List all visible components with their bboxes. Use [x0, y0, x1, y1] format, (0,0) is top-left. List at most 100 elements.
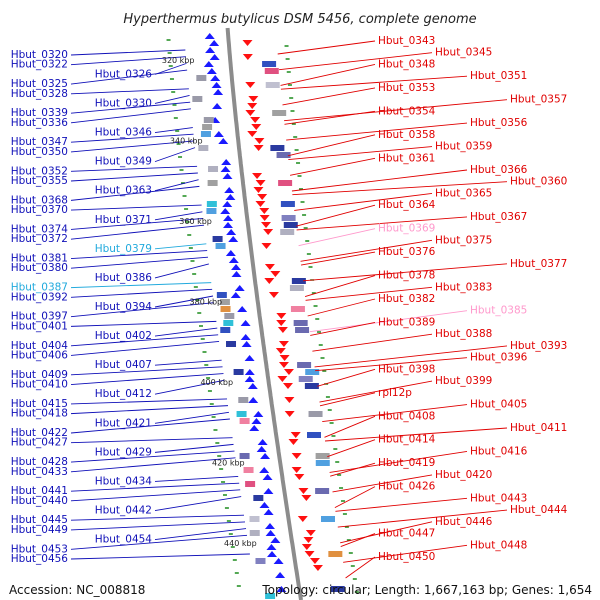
gene-label[interactable]: Hbut_0369	[378, 223, 435, 235]
gene-label[interactable]: Hbut_0354	[378, 105, 436, 117]
gene-label[interactable]: Hbut_0392	[11, 291, 68, 303]
gene-label[interactable]: Hbut_0355	[11, 175, 68, 187]
gene-label[interactable]: Hbut_0378	[378, 270, 435, 282]
gene-label[interactable]: Hbut_0422	[11, 427, 68, 439]
gene-label[interactable]: Hbut_0336	[11, 117, 69, 129]
gene-label[interactable]: Hbut_0387	[11, 282, 68, 294]
gene-label[interactable]: Hbut_0370	[11, 204, 68, 216]
gene-label[interactable]: Hbut_0419	[378, 457, 435, 469]
gene-label[interactable]: Hbut_0445	[11, 514, 68, 526]
gene-label[interactable]: Hbut_0339	[11, 107, 68, 119]
gene-label[interactable]: Hbut_0426	[378, 481, 436, 493]
gene-label[interactable]: Hbut_0380	[11, 262, 68, 274]
gene-labels[interactable]: Hbut_0320Hbut_0322Hbut_0326Hbut_0325Hbut…	[11, 35, 568, 565]
gene-label[interactable]: Hbut_0446	[435, 516, 493, 528]
gene-label[interactable]: rpl12p	[378, 387, 412, 399]
gene-label[interactable]: Hbut_0360	[510, 176, 567, 188]
gene-label[interactable]: Hbut_0367	[470, 211, 527, 223]
gene-label[interactable]: Hbut_0443	[470, 492, 527, 504]
gene-label[interactable]: Hbut_0428	[11, 456, 68, 468]
gene-label[interactable]: Hbut_0449	[11, 524, 68, 536]
gene-label[interactable]: Hbut_0363	[95, 185, 152, 197]
gene-label[interactable]: Hbut_0368	[11, 194, 68, 206]
gene-label[interactable]: Hbut_0365	[435, 187, 492, 199]
gene-label[interactable]: Hbut_0377	[510, 258, 567, 270]
gene-label[interactable]: Hbut_0346	[95, 127, 153, 139]
gene-label[interactable]: Hbut_0325	[11, 78, 68, 90]
gene-label[interactable]: Hbut_0379	[95, 243, 152, 255]
gene-label[interactable]: Hbut_0450	[378, 551, 435, 563]
gene-label[interactable]: Hbut_0364	[378, 199, 436, 211]
gene-label[interactable]: Hbut_0397	[11, 311, 68, 323]
gene-label[interactable]: Hbut_0328	[11, 88, 68, 100]
gene-label[interactable]: Hbut_0402	[95, 330, 152, 342]
gene-label[interactable]: Hbut_0353	[378, 82, 435, 94]
gene-label[interactable]: Hbut_0429	[95, 446, 152, 458]
gene-label[interactable]: Hbut_0345	[435, 47, 492, 59]
gene-label[interactable]: Hbut_0427	[11, 437, 68, 449]
label-leader-line	[325, 427, 508, 442]
gene-label[interactable]: Hbut_0421	[95, 417, 152, 429]
gene-label[interactable]: Hbut_0407	[95, 359, 152, 371]
gene-label[interactable]: Hbut_0352	[11, 165, 68, 177]
gene-label[interactable]: Hbut_0351	[470, 70, 527, 82]
gene-label[interactable]: Hbut_0433	[11, 466, 68, 478]
gene-label[interactable]: Hbut_0348	[378, 58, 435, 70]
gene-label[interactable]: Hbut_0398	[378, 363, 435, 375]
gene-label[interactable]: Hbut_0448	[470, 539, 527, 551]
gene-label[interactable]: Hbut_0350	[11, 146, 68, 158]
gene-label[interactable]: Hbut_0372	[11, 233, 68, 245]
gene-label[interactable]: Hbut_0371	[95, 214, 152, 226]
gene-label[interactable]: Hbut_0349	[95, 156, 152, 168]
gene-label[interactable]: Hbut_0386	[95, 272, 153, 284]
gene-label[interactable]: Hbut_0374	[11, 223, 69, 235]
gene-label[interactable]: Hbut_0382	[378, 293, 435, 305]
gene-label[interactable]: Hbut_0412	[95, 388, 152, 400]
gene-label[interactable]: Hbut_0326	[95, 68, 153, 80]
gene-label[interactable]: Hbut_0416	[470, 445, 528, 457]
gene-label[interactable]: Hbut_0401	[11, 320, 68, 332]
gene-label[interactable]: Hbut_0441	[11, 485, 68, 497]
gene-label[interactable]: Hbut_0358	[378, 129, 435, 141]
gene-label[interactable]: Hbut_0396	[470, 352, 528, 364]
gene-label[interactable]: Hbut_0359	[435, 141, 492, 153]
gene-label[interactable]: Hbut_0440	[11, 495, 68, 507]
gene-label[interactable]: Hbut_0330	[95, 97, 152, 109]
gene-label[interactable]: Hbut_0442	[95, 505, 152, 517]
gene-label[interactable]: Hbut_0418	[11, 408, 68, 420]
gene-label[interactable]: Hbut_0409	[11, 369, 68, 381]
gene-label[interactable]: Hbut_0394	[95, 301, 153, 313]
gene-label[interactable]: Hbut_0356	[470, 117, 528, 129]
gene-label[interactable]: Hbut_0411	[510, 422, 567, 434]
gene-label[interactable]: Hbut_0375	[435, 234, 492, 246]
gene-label[interactable]: Hbut_0414	[378, 434, 436, 446]
gene-label[interactable]: Hbut_0376	[378, 246, 436, 258]
gene-label[interactable]: Hbut_0383	[435, 281, 492, 293]
gene-label[interactable]: Hbut_0366	[470, 164, 528, 176]
gene-label[interactable]: Hbut_0347	[11, 136, 68, 148]
gene-label[interactable]: Hbut_0408	[378, 410, 435, 422]
gene-label[interactable]: Hbut_0456	[11, 553, 69, 565]
gene-label[interactable]: Hbut_0388	[435, 328, 492, 340]
gene-label[interactable]: Hbut_0399	[435, 375, 492, 387]
gene-label[interactable]: Hbut_0415	[11, 398, 68, 410]
gene-label[interactable]: Hbut_0406	[11, 349, 69, 361]
gene-label[interactable]: Hbut_0361	[378, 152, 435, 164]
gene-label[interactable]: Hbut_0343	[378, 35, 435, 47]
gene-label[interactable]: Hbut_0434	[95, 475, 153, 487]
gene-label[interactable]: Hbut_0454	[95, 534, 153, 546]
gene-label[interactable]: Hbut_0389	[378, 316, 435, 328]
gene-label[interactable]: Hbut_0405	[470, 399, 527, 411]
gene-label[interactable]: Hbut_0410	[11, 379, 68, 391]
gene-label[interactable]: Hbut_0444	[510, 504, 568, 516]
gene-label[interactable]: Hbut_0357	[510, 94, 567, 106]
gene-label[interactable]: Hbut_0404	[11, 340, 69, 352]
gene-label[interactable]: Hbut_0385	[470, 305, 527, 317]
gene-label[interactable]: Hbut_0420	[435, 469, 492, 481]
gene-label[interactable]: Hbut_0320	[11, 49, 68, 61]
gene-label[interactable]: Hbut_0322	[11, 59, 68, 71]
gene-label[interactable]: Hbut_0447	[378, 528, 435, 540]
gene-label[interactable]: Hbut_0381	[11, 253, 68, 265]
gene-label[interactable]: Hbut_0393	[510, 340, 567, 352]
gene-label[interactable]: Hbut_0453	[11, 543, 68, 555]
